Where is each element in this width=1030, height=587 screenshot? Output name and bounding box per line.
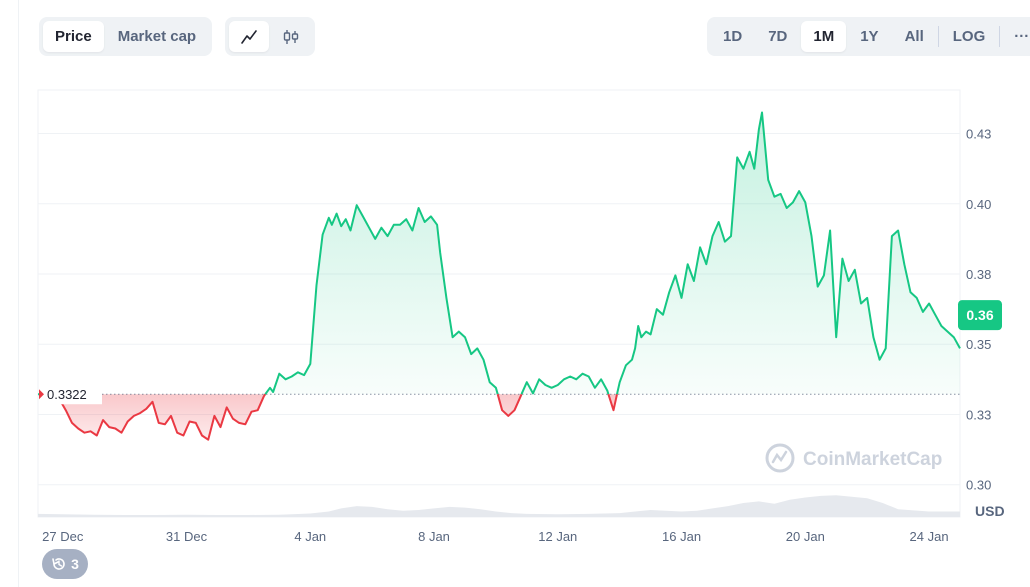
y-axis-unit-label: USD (975, 503, 1005, 519)
y-tick-label: 0.40 (966, 197, 991, 212)
baseline-value-label: 0.3322 (47, 387, 87, 402)
tab-price[interactable]: Price (43, 21, 104, 52)
watermark-text: CoinMarketCap (803, 449, 942, 470)
price-line-up (616, 111, 961, 395)
toolbar-divider (999, 26, 1001, 47)
range-1m-button[interactable]: 1M (801, 21, 847, 52)
x-tick-label: 16 Jan (662, 529, 701, 544)
current-price-label: 0.36 (966, 307, 993, 323)
x-tick-label: 20 Jan (786, 529, 825, 544)
coinmarketcap-logo-icon (765, 443, 795, 473)
line-chart-button[interactable] (229, 21, 269, 52)
y-tick-label: 0.30 (966, 478, 991, 493)
watermark: CoinMarketCap (765, 443, 942, 473)
range-1d-button[interactable]: 1D (723, 28, 743, 45)
line-chart-icon (241, 29, 257, 44)
x-tick-label: 4 Jan (294, 529, 326, 544)
volume-area (38, 495, 960, 517)
candlestick-button[interactable] (271, 21, 311, 52)
range-7d-button[interactable]: 7D (768, 28, 788, 45)
price-area-above-baseline (38, 112, 960, 395)
coinmarketcap-logo-icon (771, 450, 788, 464)
price-line-down (496, 393, 523, 417)
candlestick-icon (283, 29, 299, 44)
x-tick-label: 31 Dec (166, 529, 208, 544)
price-line-down (55, 393, 267, 441)
chart-type-group (225, 17, 315, 56)
range-all-button[interactable]: All (904, 28, 924, 45)
x-tick-label: 12 Jan (538, 529, 577, 544)
price-line-down (607, 393, 618, 412)
more-options-button[interactable]: ··· (1014, 28, 1030, 45)
y-tick-label: 0.33 (966, 407, 991, 422)
price-line-up (264, 204, 499, 395)
history-badge[interactable]: 3 (42, 549, 88, 579)
price-line-up (520, 372, 610, 395)
x-tick-label: 27 Dec (42, 529, 84, 544)
price-area-below-baseline (56, 394, 618, 440)
page-left-rule (18, 0, 19, 587)
x-tick-label: 8 Jan (418, 529, 450, 544)
log-scale-button[interactable]: LOG (952, 28, 986, 45)
x-tick-label: 24 Jan (910, 529, 949, 544)
history-count: 3 (71, 556, 79, 572)
history-icon (52, 558, 65, 570)
y-tick-label: 0.38 (966, 267, 991, 282)
range-1y-button[interactable]: 1Y (860, 28, 879, 45)
metric-tab-group: Price Market cap (39, 17, 213, 56)
range-tab-group: 1D 7D 1M 1Y All LOG ··· (707, 17, 1030, 56)
y-tick-label: 0.43 (966, 127, 991, 142)
baseline-badge: 0.3322 (39, 384, 102, 405)
tab-market-cap[interactable]: Market cap (117, 28, 197, 45)
current-price-badge: 0.36 (958, 300, 1002, 331)
y-tick-label: 0.35 (966, 337, 991, 352)
toolbar-divider (937, 26, 939, 47)
